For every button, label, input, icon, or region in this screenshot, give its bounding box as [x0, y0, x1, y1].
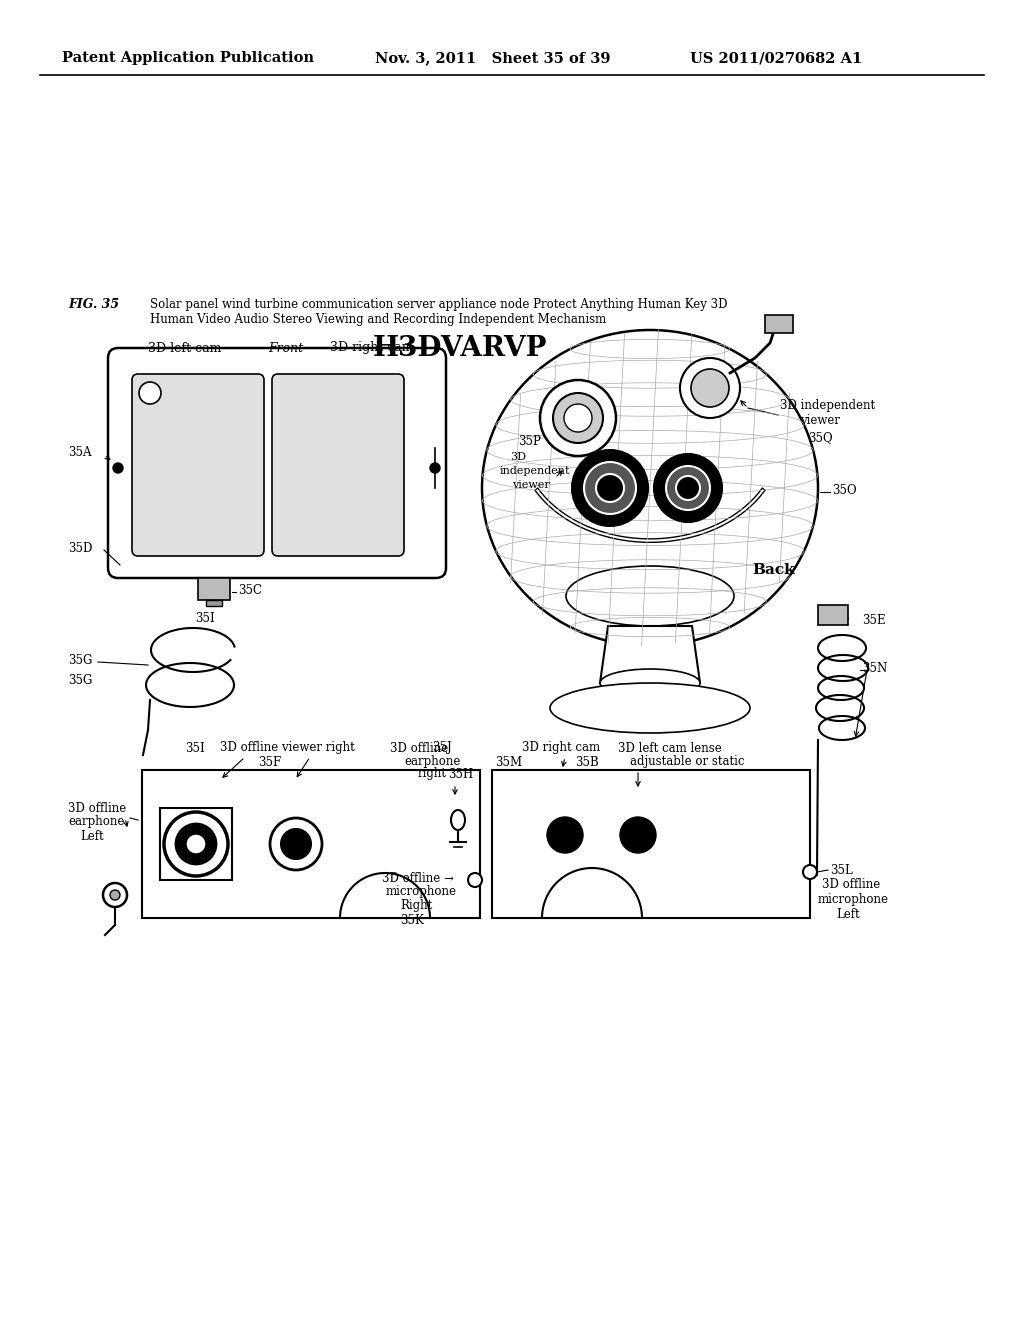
- Text: 35G: 35G: [68, 673, 92, 686]
- Text: viewer: viewer: [512, 480, 550, 490]
- Text: 35D: 35D: [68, 541, 92, 554]
- Text: 35E: 35E: [862, 614, 886, 627]
- Text: earphone: earphone: [68, 816, 124, 829]
- Text: 3D left cam lense: 3D left cam lense: [618, 742, 722, 755]
- Text: Solar panel wind turbine communication server appliance node Protect Anything Hu: Solar panel wind turbine communication s…: [150, 298, 727, 312]
- Circle shape: [547, 817, 583, 853]
- Circle shape: [113, 463, 123, 473]
- Text: 3D right cam: 3D right cam: [522, 742, 600, 755]
- Circle shape: [110, 890, 120, 900]
- Circle shape: [164, 812, 228, 876]
- Text: 35G: 35G: [68, 653, 92, 667]
- Circle shape: [584, 462, 636, 513]
- Text: 35H: 35H: [449, 768, 473, 781]
- Polygon shape: [600, 626, 700, 682]
- Ellipse shape: [550, 682, 750, 733]
- Wedge shape: [340, 873, 430, 917]
- Text: US 2011/0270682 A1: US 2011/0270682 A1: [690, 51, 862, 65]
- Text: adjustable or static: adjustable or static: [630, 755, 744, 768]
- Text: Front: Front: [268, 342, 303, 355]
- Text: Left: Left: [80, 829, 103, 842]
- Circle shape: [564, 404, 592, 432]
- Circle shape: [654, 454, 722, 521]
- Text: 3D offline: 3D offline: [390, 742, 449, 755]
- Text: earphone: earphone: [404, 755, 461, 767]
- Text: 35N: 35N: [862, 661, 887, 675]
- Text: 3D left cam: 3D left cam: [148, 342, 221, 355]
- Text: independent: independent: [500, 466, 570, 477]
- Circle shape: [176, 824, 216, 865]
- Text: 3D offline →: 3D offline →: [382, 871, 454, 884]
- Text: FIG. 35: FIG. 35: [68, 298, 119, 312]
- Text: 3D offline: 3D offline: [822, 879, 881, 891]
- Text: Patent Application Publication: Patent Application Publication: [62, 51, 314, 65]
- Polygon shape: [142, 770, 480, 917]
- Text: 3D: 3D: [510, 451, 526, 462]
- Text: 35L: 35L: [830, 863, 853, 876]
- FancyBboxPatch shape: [160, 808, 232, 880]
- Circle shape: [676, 477, 700, 500]
- Ellipse shape: [600, 669, 700, 697]
- FancyBboxPatch shape: [272, 374, 404, 556]
- Text: 3D offline: 3D offline: [68, 801, 126, 814]
- Circle shape: [281, 829, 311, 859]
- Text: 3D independent: 3D independent: [780, 399, 876, 412]
- Text: 35P: 35P: [518, 436, 541, 447]
- Text: 35A: 35A: [68, 446, 91, 458]
- Text: Left: Left: [836, 908, 859, 921]
- Text: 35I: 35I: [195, 611, 215, 624]
- Text: Back: Back: [752, 564, 795, 577]
- FancyBboxPatch shape: [765, 315, 793, 333]
- Circle shape: [691, 370, 729, 407]
- Text: Right: Right: [400, 899, 432, 912]
- Text: Nov. 3, 2011   Sheet 35 of 39: Nov. 3, 2011 Sheet 35 of 39: [375, 51, 610, 65]
- Text: 35F: 35F: [258, 755, 282, 768]
- Circle shape: [596, 474, 624, 502]
- Circle shape: [186, 834, 206, 854]
- Ellipse shape: [482, 330, 818, 645]
- Circle shape: [803, 865, 817, 879]
- Circle shape: [620, 817, 656, 853]
- FancyBboxPatch shape: [198, 578, 230, 601]
- Wedge shape: [542, 869, 642, 917]
- Ellipse shape: [451, 810, 465, 830]
- Text: Human Video Audio Stereo Viewing and Recording Independent Mechanism: Human Video Audio Stereo Viewing and Rec…: [150, 313, 606, 326]
- Text: 3D offline viewer right: 3D offline viewer right: [220, 742, 354, 755]
- Circle shape: [540, 380, 616, 455]
- Circle shape: [103, 883, 127, 907]
- FancyBboxPatch shape: [206, 601, 222, 606]
- Text: viewer: viewer: [800, 413, 840, 426]
- FancyBboxPatch shape: [132, 374, 264, 556]
- Text: microphone: microphone: [818, 894, 889, 907]
- Text: 3D right cam: 3D right cam: [330, 342, 414, 355]
- Circle shape: [430, 463, 440, 473]
- Text: 35K: 35K: [400, 913, 424, 927]
- Circle shape: [139, 381, 161, 404]
- FancyBboxPatch shape: [818, 605, 848, 624]
- Circle shape: [680, 358, 740, 418]
- Text: 35M: 35M: [495, 755, 522, 768]
- Text: 35J: 35J: [432, 742, 452, 755]
- Circle shape: [572, 450, 648, 525]
- Ellipse shape: [566, 566, 734, 626]
- Circle shape: [270, 818, 322, 870]
- Circle shape: [666, 466, 710, 510]
- Text: 35O: 35O: [831, 483, 857, 496]
- Text: 35B: 35B: [575, 755, 599, 768]
- Text: microphone: microphone: [386, 886, 457, 899]
- Circle shape: [468, 873, 482, 887]
- FancyBboxPatch shape: [108, 348, 446, 578]
- Text: H3DVARVP: H3DVARVP: [373, 335, 547, 362]
- Text: 35I: 35I: [185, 742, 205, 755]
- Text: 35C: 35C: [238, 583, 262, 597]
- Polygon shape: [492, 770, 810, 917]
- Text: 35Q: 35Q: [808, 432, 833, 445]
- Circle shape: [553, 393, 603, 444]
- Text: right: right: [418, 767, 447, 780]
